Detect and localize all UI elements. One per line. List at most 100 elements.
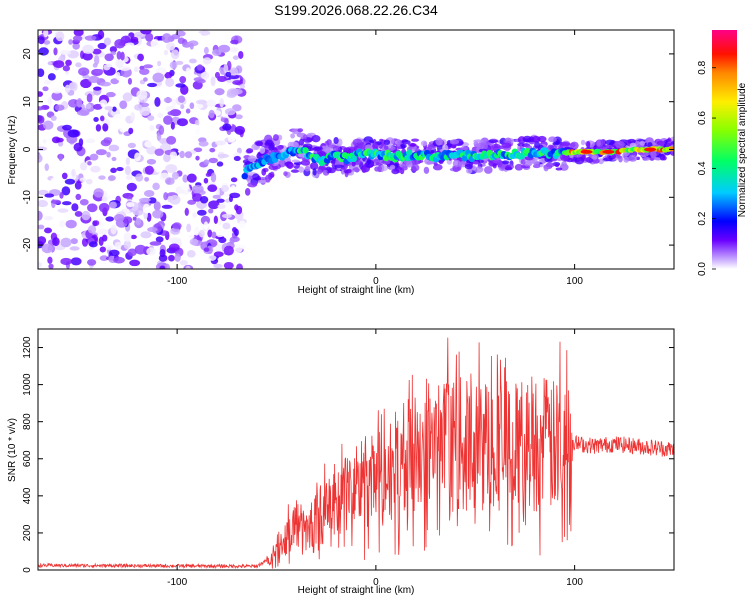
spectrogram-noise-blob xyxy=(86,93,93,103)
snr-x-axis-label: Height of straight line (km) xyxy=(298,585,415,596)
spectrogram-noise-blob xyxy=(172,222,182,230)
spectrogram-noise-blob xyxy=(193,147,203,153)
spectrogram-signal-halo xyxy=(543,165,549,172)
spectrogram-signal-halo xyxy=(383,145,389,150)
spectrogram-noise-blob xyxy=(230,177,238,183)
spectrogram-noise-blob xyxy=(206,100,217,107)
snr-y-tick-label: 200 xyxy=(22,524,33,541)
spectrogram-noise-blob xyxy=(191,184,204,194)
spectrogram-noise-blob xyxy=(180,104,185,110)
spectrogram-noise-blob xyxy=(165,164,178,173)
spectrogram-noise-blob xyxy=(59,192,64,199)
spectrogram-noise-blob xyxy=(148,197,157,204)
colorbar-tick-label: 0.8 xyxy=(697,60,708,74)
spectrogram-noise-blob xyxy=(38,91,44,97)
spectrogram-noise-blob xyxy=(168,243,180,252)
spectrogram-signal-halo xyxy=(480,142,489,150)
spectrogram-noise-blob xyxy=(177,95,186,103)
spectrogram-noise-blob xyxy=(51,88,62,94)
spectrogram-noise-blob xyxy=(232,80,243,86)
spectrogram-noise-blob xyxy=(85,138,96,144)
spectrogram-y-tick-label: -10 xyxy=(22,190,33,205)
spectrogram-signal-halo xyxy=(255,140,264,147)
spectrogram-noise-blob xyxy=(169,194,181,205)
spectrogram-noise-blob xyxy=(175,60,184,65)
spectrogram-noise-blob xyxy=(221,213,232,219)
spectrogram-noise-blob xyxy=(87,225,97,234)
spectrogram-noise-blob xyxy=(68,82,76,90)
spectrogram-noise-blob xyxy=(108,249,120,257)
spectrogram-noise-blob xyxy=(158,125,165,135)
spectrogram-noise-blob xyxy=(97,42,107,50)
spectrogram-noise-blob xyxy=(167,254,175,262)
spectrogram-noise-blob xyxy=(163,49,169,56)
spectrogram-y-ticks: -20 -10 0 10 20 xyxy=(22,48,674,252)
spectrogram-signal-halo xyxy=(531,135,541,143)
spectrogram-noise-blob xyxy=(77,109,90,116)
spectrogram-noise-blob xyxy=(93,220,100,226)
spectrogram-noise-blob xyxy=(43,79,52,85)
spectrogram-signal-halo xyxy=(473,166,484,173)
spectrogram-signal-halo xyxy=(532,164,541,169)
spectrogram-noise-blob xyxy=(61,201,72,206)
spectrogram-noise-blob xyxy=(38,210,43,221)
spectrogram-noise-blob xyxy=(135,173,144,182)
spectrogram-noise-blob xyxy=(115,71,121,81)
spectrogram-noise-blob xyxy=(211,49,222,56)
spectrogram-noise-blob xyxy=(217,153,229,158)
spectrogram-signal-halo xyxy=(377,165,383,173)
spectrogram-signal-halo xyxy=(488,139,499,144)
spectrogram-noise-blob xyxy=(65,59,72,66)
spectrogram-noise-blob xyxy=(216,161,224,167)
spectrogram-noise-blob xyxy=(93,188,104,198)
spectrogram-noise-blob xyxy=(51,91,63,101)
spectrogram-noise-blob xyxy=(154,148,164,156)
spectrogram-noise-blob xyxy=(102,123,109,132)
spectrogram-noise-blob xyxy=(229,47,239,53)
spectrogram-noise-blob xyxy=(114,39,126,49)
spectrogram-noise-blob xyxy=(86,178,93,185)
spectrogram-noise-blob xyxy=(52,237,60,247)
spectrogram-noise-blob xyxy=(129,259,141,267)
spectrogram-noise-blob xyxy=(38,106,45,111)
spectrogram-noise-blob xyxy=(47,256,53,264)
spectrogram-noise-blob xyxy=(210,172,217,183)
spectrogram-noise-blob xyxy=(232,55,239,60)
spectrogram-noise-blob xyxy=(114,241,122,250)
spectrogram-signal-halo xyxy=(286,162,294,169)
spectrogram-noise-blob xyxy=(69,246,80,251)
snr-y-tick-label: 0 xyxy=(22,567,33,573)
spectrogram-noise-blob xyxy=(65,219,77,229)
spectrogram-noise-blob xyxy=(106,91,116,98)
spectrogram-signal-halo xyxy=(418,159,424,164)
spectrogram-noise-blob xyxy=(41,243,53,254)
spectrogram-noise-blob xyxy=(192,192,202,202)
spectrogram-noise-blob xyxy=(221,184,229,193)
snr-x-tick-label: 0 xyxy=(373,577,379,588)
spectrogram-noise-blob xyxy=(61,186,71,196)
spectrogram-noise-blob xyxy=(218,237,227,244)
spectrogram-noise-blob xyxy=(163,97,173,103)
spectrogram-noise-blob xyxy=(127,248,137,257)
spectrogram-signal-halo xyxy=(273,134,279,141)
spectrogram-noise-blob xyxy=(53,47,58,56)
spectrogram-noise-blob xyxy=(135,217,142,226)
spectrogram-noise-blob xyxy=(138,197,151,203)
spectrogram-signal-halo xyxy=(501,142,512,149)
spectrogram-noise-blob xyxy=(73,30,84,37)
spectrogram-signal-halo xyxy=(352,167,360,171)
spectrogram-noise-blob xyxy=(93,86,102,91)
colorbar-tick-label: 0.6 xyxy=(697,111,708,125)
spectrogram-noise-blob xyxy=(161,204,173,209)
spectrogram-noise-blob xyxy=(44,193,55,198)
spectrogram-noise-blob xyxy=(132,216,137,221)
spectrogram-noise-blob xyxy=(224,118,229,126)
spectrogram-noise-blob xyxy=(166,135,177,145)
spectrogram-noise-blob xyxy=(214,71,220,79)
spectrogram-signal-core xyxy=(241,173,248,180)
spectrogram-noise-blob xyxy=(93,103,103,110)
spectrogram-noise-blob xyxy=(110,167,117,174)
spectrogram-noise-blob xyxy=(74,181,82,190)
spectrogram-signal-halo xyxy=(314,146,323,151)
spectrogram-noise-blob xyxy=(95,149,107,156)
